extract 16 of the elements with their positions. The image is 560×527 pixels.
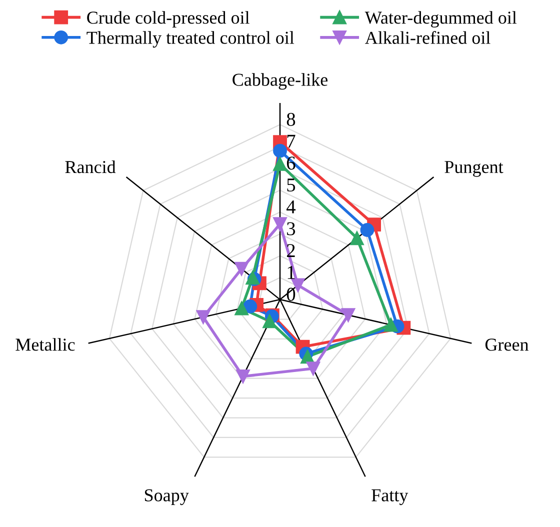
legend-label: Thermally treated control oil <box>86 31 294 48</box>
y-tick-label: 8 <box>286 112 296 126</box>
spoke-label: Pungent <box>444 161 504 177</box>
spoke-label: Green <box>485 338 529 351</box>
spoke-label: Rancid <box>65 160 116 174</box>
spoke-label: Cabbage-like <box>232 73 328 90</box>
spoke-label: Metallic <box>16 338 75 351</box>
legend-label: Alkali-refined oil <box>365 31 490 44</box>
y-tick-label: 4 <box>286 200 296 214</box>
legend-label: Water-degummed oil <box>364 11 517 28</box>
spoke-label: Soapy <box>144 489 189 506</box>
spoke-label: Fatty <box>372 489 408 506</box>
y-tick-label: 7 <box>287 134 296 148</box>
y-tick-label: 5 <box>287 178 296 192</box>
legend-label: Crude cold-pressed oil <box>87 11 250 28</box>
y-tick-label: 3 <box>287 222 296 236</box>
